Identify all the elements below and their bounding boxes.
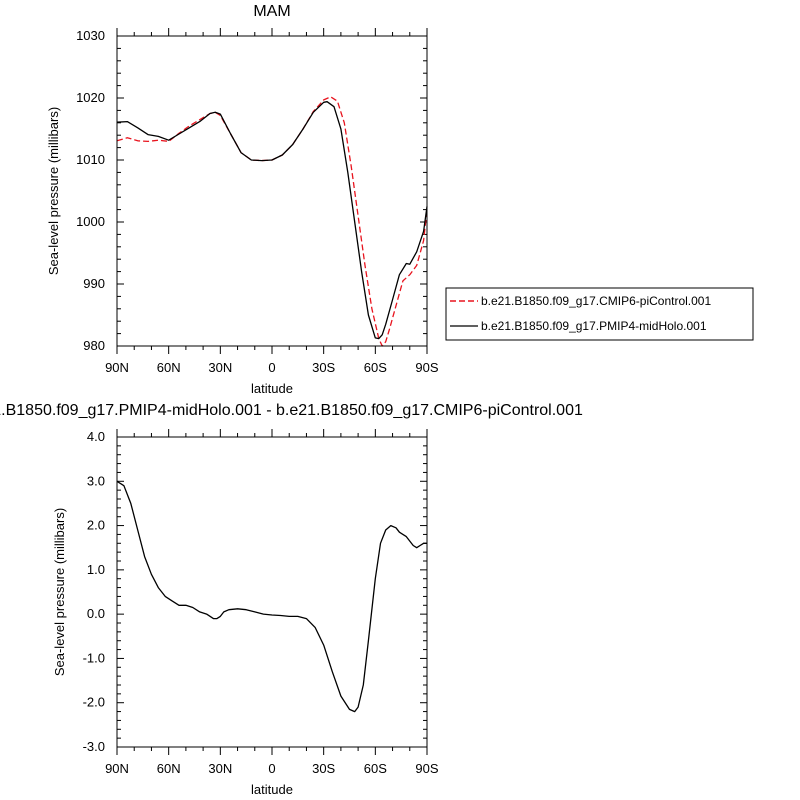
y-tick-label: 980 [83,338,105,353]
series-lines [116,480,427,713]
x-tick-label: 60N [157,761,181,776]
y-tick-label: 1.0 [87,562,105,577]
x-tick-label: 90N [105,360,129,375]
series-line-0 [116,480,427,713]
y-tick-label: 1000 [76,214,105,229]
tick-marks [116,429,428,755]
x-tick-label: 0 [268,761,275,776]
series-lines [116,96,428,347]
tick-marks [116,28,428,354]
x-tick-label: 30N [208,761,232,776]
x-tick-label: 0 [268,360,275,375]
y-axis-label: Sea-level pressure (millibars) [52,508,67,676]
mslp-difference-panel: b.e21.B1850.f09_g17.PMIP4-midHolo.001 - … [0,402,583,797]
legend-label-piControl: b.e21.B1850.f09_g17.CMIP6-piControl.001 [481,294,711,308]
y-tick-label: -1.0 [83,650,105,665]
chart-title: MAM [253,3,290,20]
x-tick-label: 90S [415,360,438,375]
series-line-0 [116,96,428,347]
y-tick-label: 0.0 [87,606,105,621]
y-tick-label: 1010 [76,152,105,167]
x-tick-label: 60S [364,360,387,375]
x-tick-labels: 90N 60N 30N 0 30S 60S 90S [105,761,439,776]
y-axis-label: Sea-level pressure (millibars) [46,107,61,275]
y-tick-label: 1030 [76,28,105,43]
x-tick-label: 90S [415,761,438,776]
y-tick-label: 1020 [76,90,105,105]
x-axis-label: latitude [251,381,293,396]
x-tick-labels: 90N 60N 30N 0 30S 60S 90S [105,360,439,375]
y-tick-label: -2.0 [83,695,105,710]
y-tick-label: 2.0 [87,518,105,533]
y-tick-label: 990 [83,276,105,291]
y-tick-labels: -3.0 -2.0 -1.0 0.0 1.0 2.0 3.0 4.0 [83,429,105,754]
x-tick-label: 30N [208,360,232,375]
y-tick-label: 4.0 [87,429,105,444]
chart-title: b.e21.B1850.f09_g17.PMIP4-midHolo.001 - … [0,402,583,419]
legend-label-midHolo: b.e21.B1850.f09_g17.PMIP4-midHolo.001 [481,319,707,333]
x-tick-label: 30S [312,761,335,776]
plot-frame [116,35,428,347]
y-tick-labels: 980 990 1000 1010 1020 1030 [76,28,105,353]
x-tick-label: 60S [364,761,387,776]
plot-frame [116,436,428,748]
x-tick-label: 60N [157,360,181,375]
mslp-line-panel: MAM 980 990 1000 1010 1020 1030 90N 60N 30N 0 30S… [46,3,754,396]
x-tick-label: 90N [105,761,129,776]
y-tick-label: -3.0 [83,739,105,754]
y-tick-label: 3.0 [87,473,105,488]
x-tick-label: 30S [312,360,335,375]
legend-box [445,287,754,341]
x-axis-label: latitude [251,782,293,797]
legend: b.e21.B1850.f09_g17.CMIP6-piControl.001 … [445,287,754,341]
series-line-1 [116,101,428,340]
